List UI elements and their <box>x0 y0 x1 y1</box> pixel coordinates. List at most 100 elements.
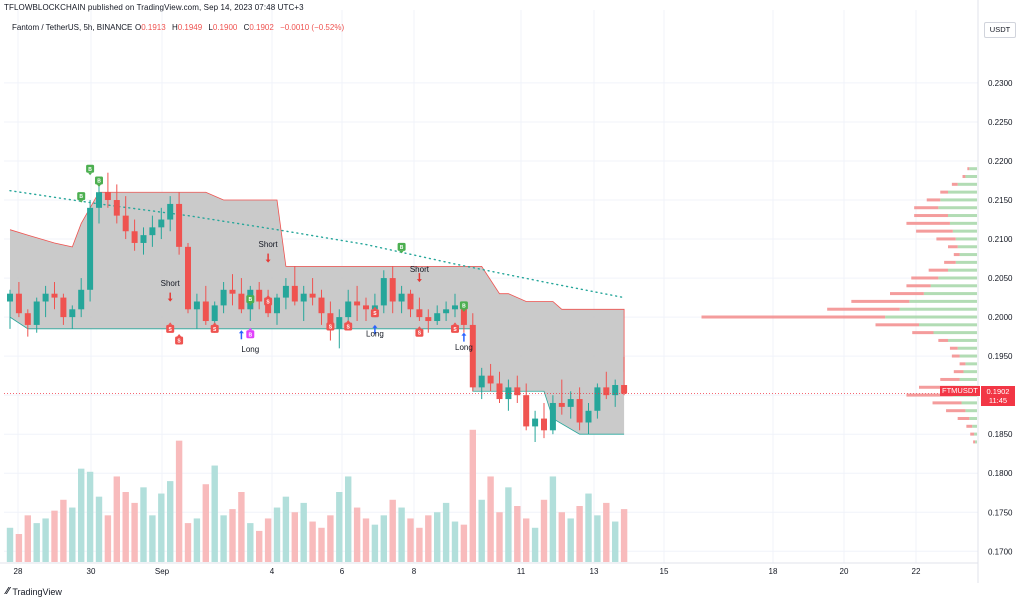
candle-body <box>487 375 494 384</box>
candle-body <box>389 278 396 302</box>
candle <box>60 293 67 325</box>
candle-body <box>220 289 227 306</box>
last-price-value: 0.1902 <box>986 387 1010 396</box>
volume-bar <box>576 506 583 562</box>
signal-label: S <box>373 311 377 317</box>
candle <box>140 227 147 255</box>
open-label: O <box>135 23 141 32</box>
volume-bar <box>549 476 557 562</box>
time-tick-label: 18 <box>769 567 778 576</box>
candle-body <box>51 293 58 298</box>
candle <box>78 278 85 318</box>
volume-bar <box>211 465 218 562</box>
candle-body <box>167 203 174 220</box>
candle <box>256 281 263 310</box>
candle <box>122 196 129 240</box>
vp-bar-up <box>923 292 977 296</box>
vp-bar-up <box>948 190 977 194</box>
price-tick-label: 0.1750 <box>988 508 1013 517</box>
vp-bar-up <box>957 245 977 249</box>
band-upper-edge <box>9 191 625 372</box>
annotation-label: Long <box>455 343 473 352</box>
volume-bar <box>345 476 352 562</box>
signal-pointer <box>346 319 351 323</box>
vp-bar-down <box>966 424 973 428</box>
candle <box>87 200 94 302</box>
candle <box>425 309 432 333</box>
vp-bar-up <box>930 284 977 288</box>
volume-bar <box>95 496 103 562</box>
price-axis[interactable]: 0.2300 0.2250 0.2200 0.2150 0.2100 0.2050 0.20… <box>988 79 1013 556</box>
price-tick-label: 0.2150 <box>988 196 1013 205</box>
candle <box>185 242 191 314</box>
signal-label: S <box>453 327 457 333</box>
candle-body <box>398 293 405 302</box>
time-axis[interactable]: 28 30 Sep 4 6 8 11 13 15 18 20 22 <box>14 567 921 576</box>
currency-button[interactable]: USDT <box>984 22 1016 38</box>
vp-bar-down <box>973 440 976 444</box>
volume-bar <box>149 515 156 562</box>
signal-pointer <box>88 172 93 176</box>
candle <box>131 219 138 251</box>
vp-bar-up <box>972 424 977 428</box>
candle <box>443 301 450 322</box>
volume-bar <box>425 515 432 562</box>
signal-label: B <box>79 194 83 200</box>
bar-countdown: 11:45 <box>988 396 1008 405</box>
candle-body <box>345 301 352 318</box>
candle <box>576 387 583 431</box>
volume-bar <box>585 493 592 562</box>
signal-badge <box>451 324 459 333</box>
volume-bar <box>398 507 405 562</box>
candle <box>238 278 245 314</box>
candle <box>523 383 530 431</box>
volume-bar <box>353 507 361 562</box>
volume-bar <box>362 518 370 562</box>
volume-bar <box>264 518 272 562</box>
signal-pointer <box>177 334 182 337</box>
signal-badge <box>175 336 184 345</box>
candle <box>594 383 601 419</box>
volume-bar <box>33 523 40 562</box>
signal-pointer <box>212 322 217 325</box>
arrow-head <box>265 259 271 263</box>
signal-pointer <box>266 295 271 298</box>
signal-label: B <box>400 245 404 251</box>
volume-bar <box>193 518 201 562</box>
volume-bar <box>434 512 441 562</box>
vp-bar-down <box>906 284 931 288</box>
signal-pointer <box>97 184 101 188</box>
time-tick-label: 28 <box>14 567 23 576</box>
volume-bar <box>24 515 31 562</box>
sell-signal-marker: S <box>326 319 335 331</box>
vp-bar-up <box>948 268 977 272</box>
candle-body <box>585 410 592 423</box>
candle <box>345 289 352 322</box>
candle <box>149 215 156 247</box>
vp-bar-up <box>965 362 977 366</box>
candle-body <box>131 231 138 243</box>
volume-bar <box>620 509 628 562</box>
candle-body <box>104 192 111 201</box>
vp-bar-down <box>875 323 919 327</box>
candle-body <box>416 309 423 318</box>
vp-bar-up <box>974 432 977 436</box>
vp-bar-up <box>959 253 977 257</box>
volume-bar <box>496 512 503 562</box>
signal-label: S <box>347 324 351 330</box>
candle-body <box>282 285 289 298</box>
candle <box>380 270 387 314</box>
tradingview-logo[interactable]: ⁄⁄ TradingView <box>6 586 62 597</box>
candle-body <box>336 317 343 329</box>
band-lower-edge <box>9 316 625 435</box>
band-fill <box>10 192 625 435</box>
volume-bar <box>256 530 263 562</box>
price-tick-label: 0.1950 <box>988 352 1013 361</box>
low-value: 0.1900 <box>213 23 238 32</box>
candle-body <box>24 313 31 325</box>
volume-bar <box>442 502 450 562</box>
candle-body <box>193 301 200 310</box>
candle-body <box>229 289 236 294</box>
vp-bar-down <box>912 331 934 335</box>
